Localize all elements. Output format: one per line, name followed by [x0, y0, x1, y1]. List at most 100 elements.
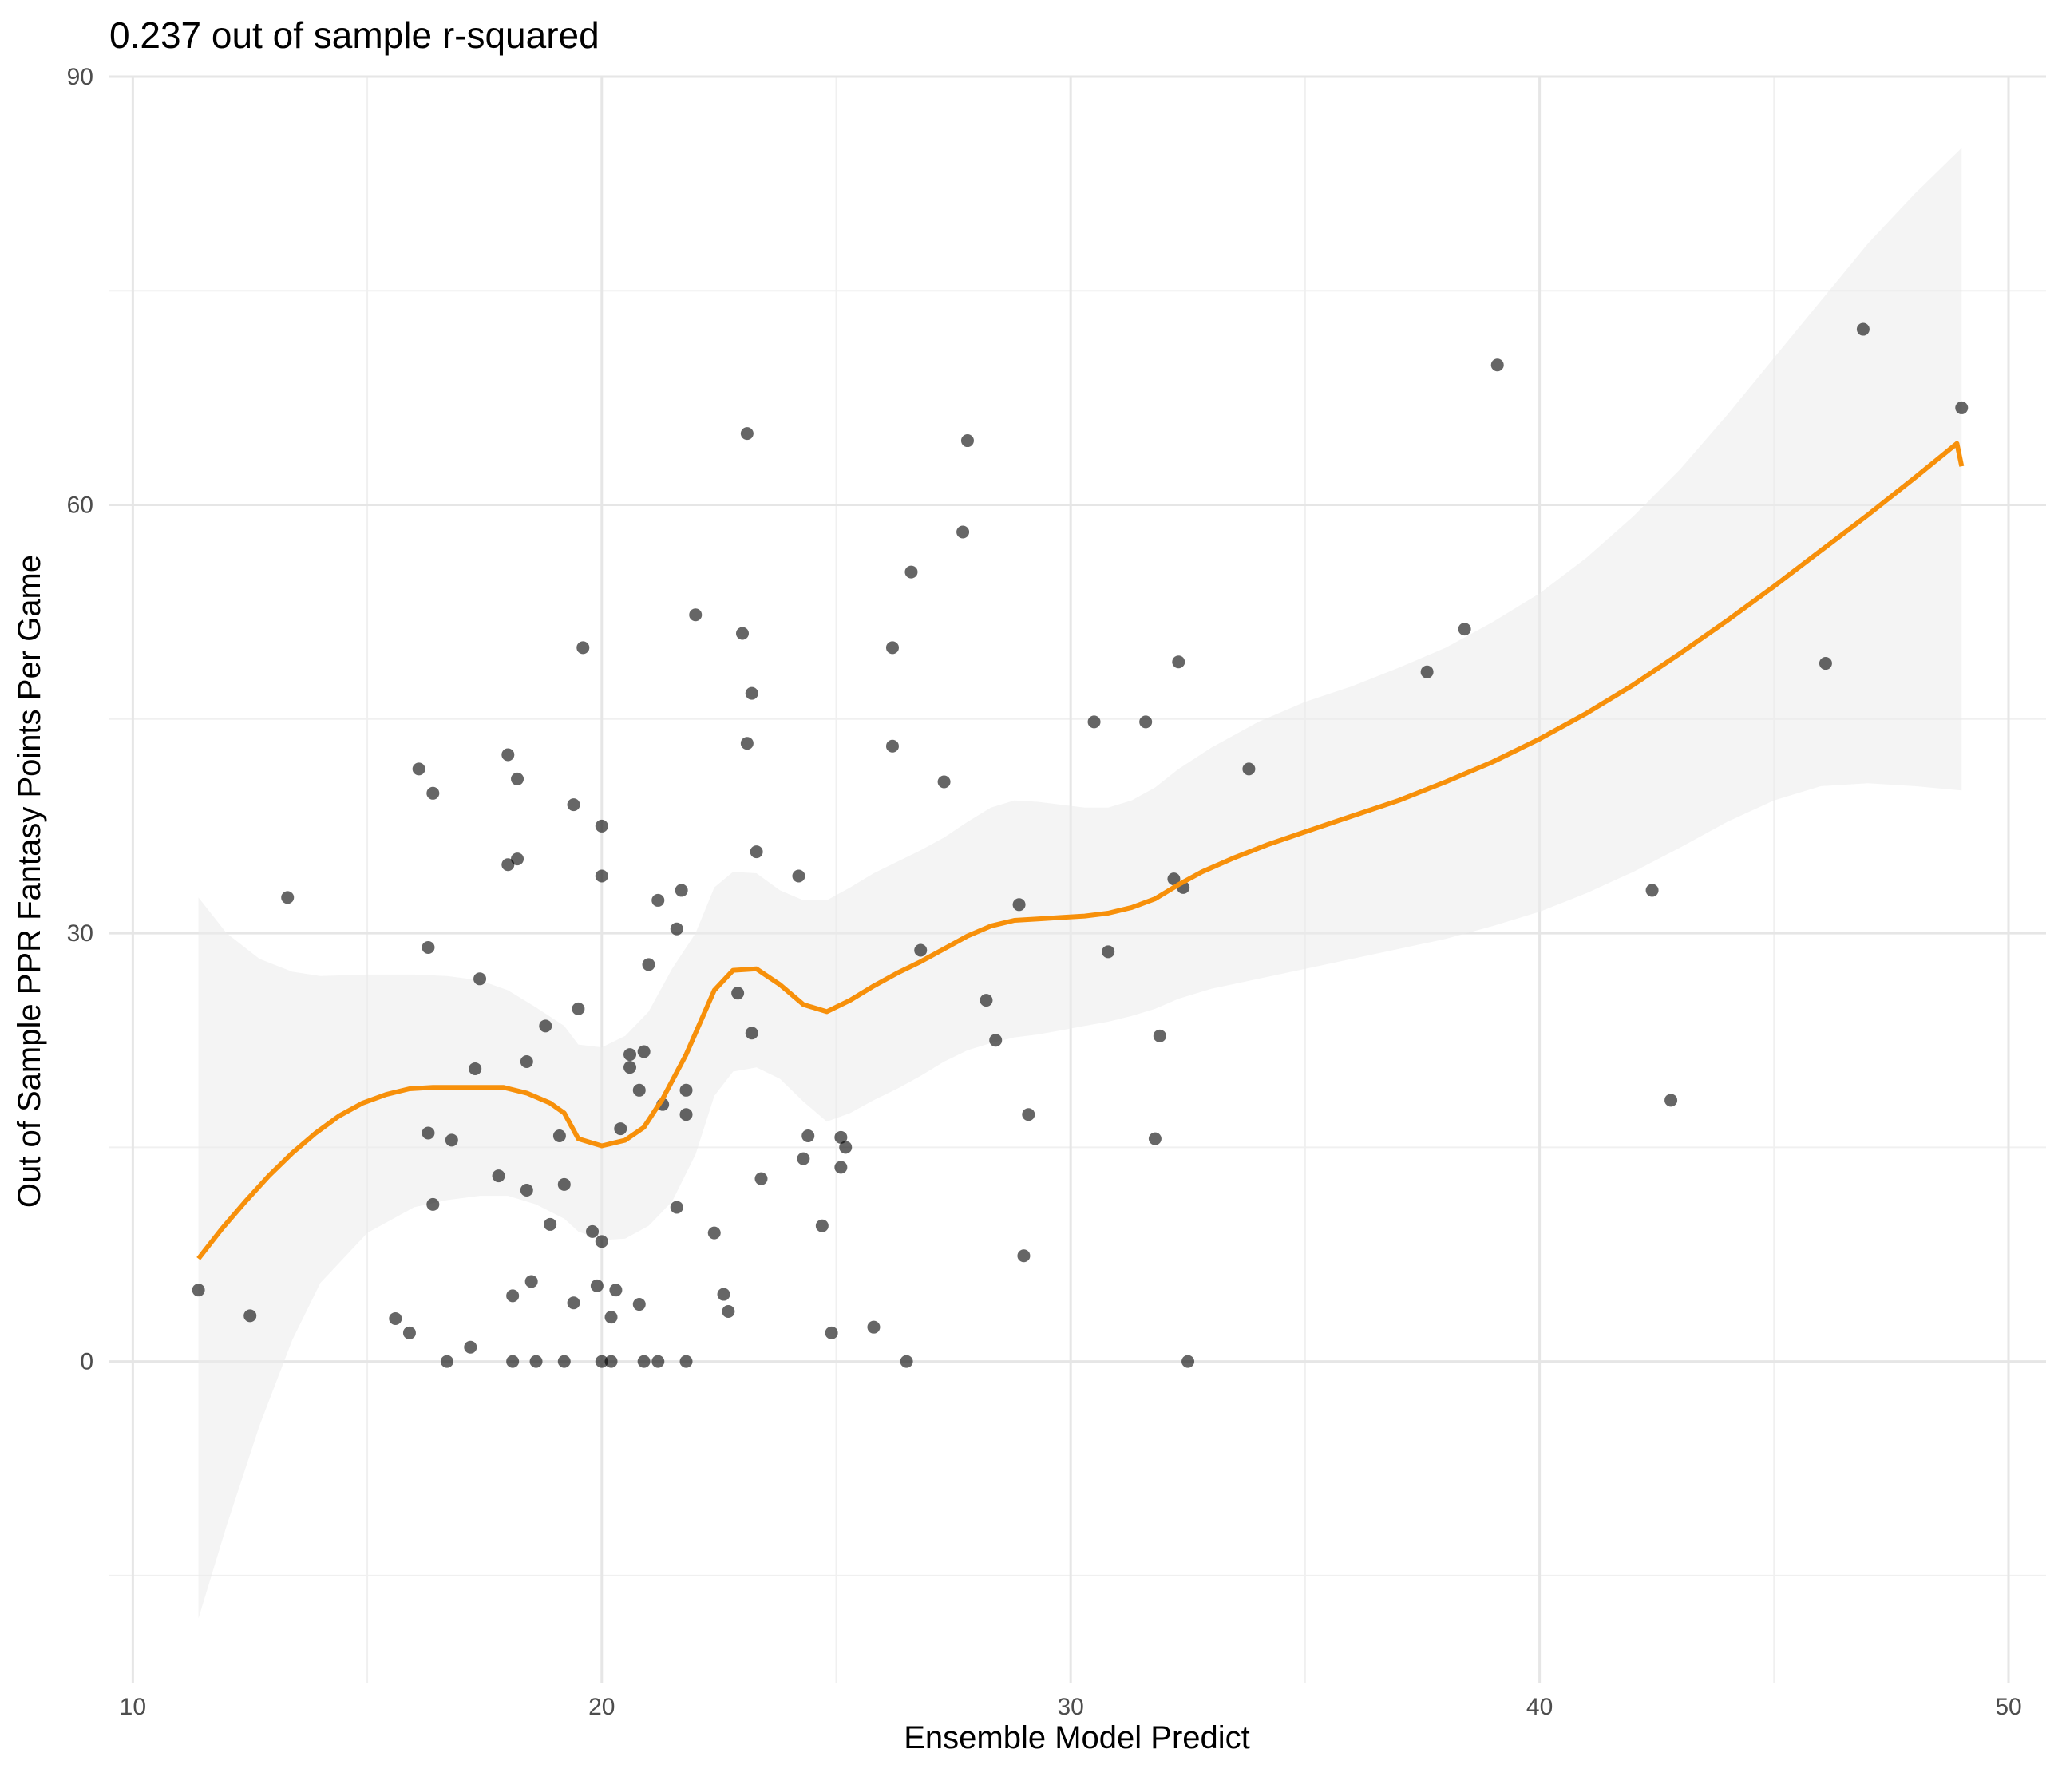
data-point	[623, 1061, 637, 1074]
data-point	[956, 525, 970, 539]
data-point	[707, 1226, 721, 1240]
data-point	[632, 1298, 646, 1311]
data-point	[825, 1326, 838, 1339]
data-point	[1181, 1355, 1195, 1368]
x-tick-label: 50	[1995, 1694, 2021, 1720]
data-point	[867, 1320, 881, 1334]
data-point	[745, 686, 758, 700]
data-point	[544, 1217, 557, 1231]
x-axis-tick-labels: 10 20 30 40 50	[120, 1694, 2022, 1720]
data-point	[595, 819, 608, 833]
data-point	[1664, 1094, 1678, 1107]
data-point	[609, 1284, 623, 1297]
data-point	[243, 1309, 257, 1323]
data-point	[469, 1062, 482, 1075]
data-point	[745, 1027, 758, 1040]
data-point	[740, 737, 754, 750]
data-point	[440, 1355, 453, 1368]
x-tick-label: 20	[588, 1694, 615, 1720]
data-point	[511, 852, 524, 866]
data-point	[192, 1284, 205, 1297]
data-point	[1012, 898, 1026, 912]
data-point	[511, 772, 524, 785]
data-point	[679, 1083, 693, 1097]
data-point	[586, 1224, 600, 1238]
data-point	[539, 1019, 552, 1033]
data-point	[632, 1083, 646, 1097]
y-axis-tick-labels: 0 30 60 90	[67, 64, 93, 1375]
data-point	[402, 1326, 416, 1339]
data-point	[651, 893, 665, 907]
data-point	[722, 1305, 735, 1319]
data-point	[651, 1355, 665, 1368]
data-point	[281, 891, 295, 904]
data-point	[834, 1130, 848, 1144]
data-point	[1102, 945, 1115, 959]
data-point	[815, 1219, 829, 1232]
y-tick-label: 60	[67, 493, 93, 519]
data-point	[642, 958, 655, 971]
confidence-ribbon	[198, 148, 1962, 1619]
data-point	[422, 940, 435, 954]
data-point	[689, 608, 703, 622]
data-point	[557, 1177, 571, 1191]
data-point	[473, 972, 487, 986]
data-point	[422, 1126, 435, 1140]
data-point	[595, 869, 608, 883]
data-point	[552, 1129, 566, 1143]
data-point	[797, 1152, 810, 1165]
major-grid	[109, 75, 2046, 1683]
data-point	[717, 1288, 730, 1301]
data-point	[960, 434, 974, 448]
data-point	[426, 1197, 440, 1211]
data-point	[604, 1355, 618, 1368]
data-point	[501, 858, 515, 872]
y-tick-label: 30	[67, 920, 93, 947]
data-point	[623, 1048, 637, 1062]
data-point	[529, 1355, 543, 1368]
x-tick-label: 30	[1058, 1694, 1084, 1720]
data-point	[595, 1235, 608, 1248]
y-tick-label: 90	[67, 64, 93, 90]
data-point	[839, 1141, 853, 1154]
data-point	[750, 845, 763, 859]
data-point	[834, 1161, 848, 1174]
data-point	[1856, 322, 1870, 336]
data-point	[637, 1355, 651, 1368]
data-point	[520, 1055, 533, 1069]
data-point	[801, 1129, 815, 1143]
data-point	[501, 748, 515, 762]
data-point	[1087, 715, 1101, 729]
smooth-trend-line	[196, 441, 1965, 1260]
data-point	[736, 627, 750, 640]
data-point	[670, 922, 683, 936]
data-point	[1242, 762, 1256, 776]
data-point	[885, 739, 899, 753]
data-point	[1645, 884, 1659, 897]
data-point	[754, 1172, 768, 1185]
data-point	[937, 775, 951, 789]
data-point	[1458, 623, 1471, 636]
data-point	[675, 884, 688, 897]
data-point	[670, 1201, 683, 1214]
data-point	[426, 786, 440, 800]
data-point	[989, 1034, 1003, 1047]
x-tick-label: 10	[120, 1694, 146, 1720]
data-point	[1139, 715, 1153, 729]
data-point	[679, 1355, 693, 1368]
data-point	[576, 641, 590, 655]
data-point	[1022, 1108, 1035, 1121]
data-point	[557, 1355, 571, 1368]
data-point	[904, 565, 918, 579]
chart-title: 0.237 out of sample r-squared	[109, 14, 600, 56]
data-point	[1819, 657, 1832, 671]
data-point	[614, 1122, 627, 1136]
data-point	[572, 1002, 585, 1015]
data-point	[412, 762, 425, 776]
data-point	[740, 427, 754, 441]
data-point	[679, 1108, 693, 1121]
data-point	[1490, 358, 1504, 372]
y-tick-label: 0	[80, 1349, 93, 1375]
data-point	[885, 641, 899, 655]
